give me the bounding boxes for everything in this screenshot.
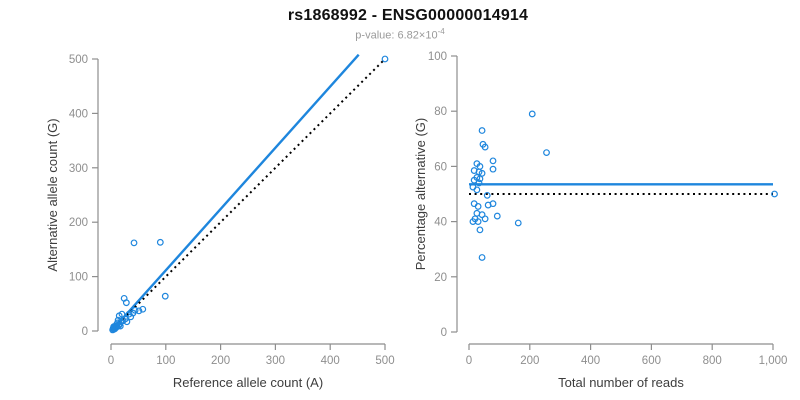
data-point bbox=[481, 143, 489, 151]
page-title: rs1868992 - ENSG00000014914 bbox=[287, 7, 529, 24]
x-tick-label: 500 bbox=[375, 355, 394, 367]
data-point bbox=[381, 55, 389, 63]
x-tick-label: 400 bbox=[321, 355, 340, 367]
data-point bbox=[489, 165, 497, 173]
data-point bbox=[139, 305, 147, 313]
x-axis-title: Total number of reads bbox=[558, 375, 684, 390]
data-point bbox=[514, 219, 522, 227]
y-tick-label: 100 bbox=[428, 51, 447, 63]
y-tick-label: 20 bbox=[434, 272, 447, 284]
data-point bbox=[483, 191, 491, 199]
data-point bbox=[474, 203, 482, 210]
data-points bbox=[469, 110, 778, 261]
right-plot: 0 20 40 60 80 100 0 200 400 600 800 1,000 Total numb… bbox=[413, 51, 787, 390]
x-tick-label: 200 bbox=[211, 355, 230, 367]
x-tick-label: 200 bbox=[520, 355, 539, 367]
data-point bbox=[470, 176, 478, 184]
x-axis: 0 200 400 600 800 1,000 bbox=[466, 343, 788, 367]
x-tick-label: 0 bbox=[108, 355, 114, 367]
data-point bbox=[123, 318, 131, 326]
x-axis: 0 100 200 300 400 500 bbox=[108, 343, 395, 367]
x-tick-label: 400 bbox=[581, 355, 600, 367]
data-point bbox=[478, 254, 486, 261]
data-point bbox=[489, 157, 497, 165]
y-axis: 0 20 40 60 80 100 bbox=[428, 51, 458, 339]
data-point bbox=[470, 200, 478, 208]
x-tick-label: 300 bbox=[266, 355, 285, 367]
y-tick-label: 200 bbox=[69, 217, 88, 229]
data-point bbox=[135, 307, 143, 315]
y-tick-label: 500 bbox=[69, 54, 88, 66]
left-plot: 0 100 200 300 400 500 0 100 200 300 400 500 Referenc… bbox=[45, 53, 395, 390]
data-point bbox=[528, 110, 536, 118]
data-point bbox=[156, 238, 164, 246]
data-points bbox=[109, 55, 389, 334]
y-tick-label: 0 bbox=[441, 327, 447, 339]
y-tick-label: 80 bbox=[434, 106, 447, 118]
identity-line bbox=[110, 58, 386, 332]
pvalue-exponent: -4 bbox=[437, 27, 445, 36]
x-tick-label: 0 bbox=[466, 355, 472, 367]
data-point bbox=[131, 306, 139, 314]
data-point bbox=[116, 322, 124, 330]
data-point bbox=[161, 292, 169, 300]
regression-line bbox=[110, 53, 360, 332]
data-point bbox=[489, 200, 497, 208]
x-axis-title: Reference allele count (A) bbox=[173, 375, 323, 390]
data-point bbox=[478, 169, 486, 177]
y-tick-label: 60 bbox=[434, 161, 447, 173]
x-tick-label: 1,000 bbox=[759, 355, 788, 367]
data-point bbox=[118, 310, 126, 318]
data-point bbox=[543, 149, 550, 157]
y-axis-title: Percentage alternative (G) bbox=[413, 118, 428, 270]
y-tick-label: 100 bbox=[69, 272, 88, 284]
data-point bbox=[130, 239, 138, 247]
y-tick-label: 40 bbox=[434, 217, 447, 229]
data-point bbox=[473, 186, 481, 194]
data-point bbox=[771, 190, 778, 198]
x-tick-label: 800 bbox=[703, 355, 722, 367]
x-tick-label: 600 bbox=[642, 355, 661, 367]
x-tick-label: 100 bbox=[156, 355, 175, 367]
data-point bbox=[476, 226, 484, 234]
pvalue-subtitle: p-value: 6.82×10-4 bbox=[0, 27, 800, 42]
y-tick-label: 400 bbox=[69, 108, 88, 120]
data-point bbox=[475, 179, 483, 187]
data-point bbox=[481, 215, 489, 223]
data-point bbox=[474, 218, 482, 226]
data-point bbox=[122, 299, 130, 307]
data-point bbox=[493, 212, 501, 220]
y-axis: 0 100 200 300 400 500 bbox=[69, 54, 99, 338]
data-point bbox=[478, 127, 486, 134]
y-tick-label: 300 bbox=[69, 163, 88, 175]
y-tick-label: 0 bbox=[82, 326, 88, 338]
pvalue-base: p-value: 6.82×10 bbox=[355, 29, 438, 42]
y-axis-title: Alternative allele count (G) bbox=[45, 118, 60, 271]
